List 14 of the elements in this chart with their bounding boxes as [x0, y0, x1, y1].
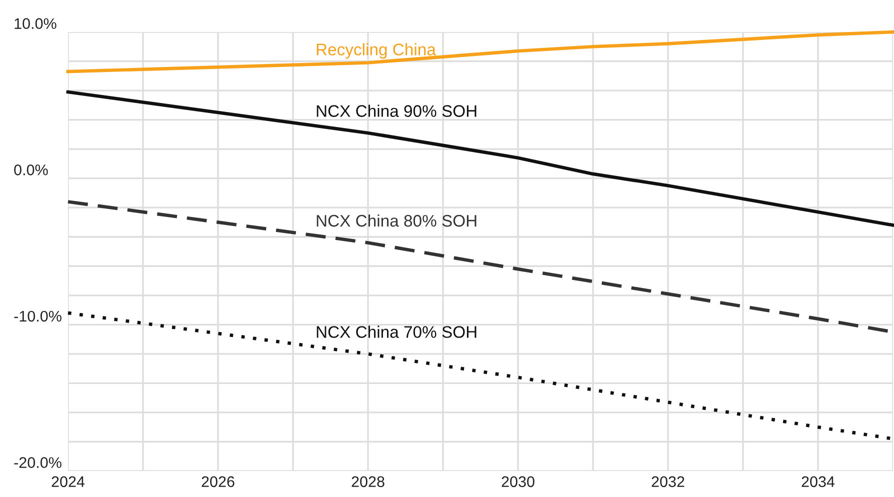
x-tick-label: 2032: [652, 476, 684, 488]
x-tick-label: 2034: [802, 476, 835, 488]
y-tick-label: -20.0%: [14, 457, 62, 468]
series-label: Recycling China: [316, 43, 436, 59]
x-tick-label: 2028: [352, 476, 384, 488]
y-tick-label: 10.0%: [14, 18, 56, 29]
x-tick-label: 2024: [52, 476, 85, 488]
x-tick-label: 2026: [202, 476, 234, 488]
x-tick-label: 2030: [502, 476, 534, 488]
series-label: NCX China 90% SOH: [316, 104, 476, 117]
y-tick-label: 0.0%: [14, 164, 48, 176]
series-label: NCX China 80% SOH: [316, 214, 476, 227]
series-label: NCX China 70% SOH: [316, 326, 476, 338]
y-tick-label: -10.0%: [14, 310, 62, 322]
